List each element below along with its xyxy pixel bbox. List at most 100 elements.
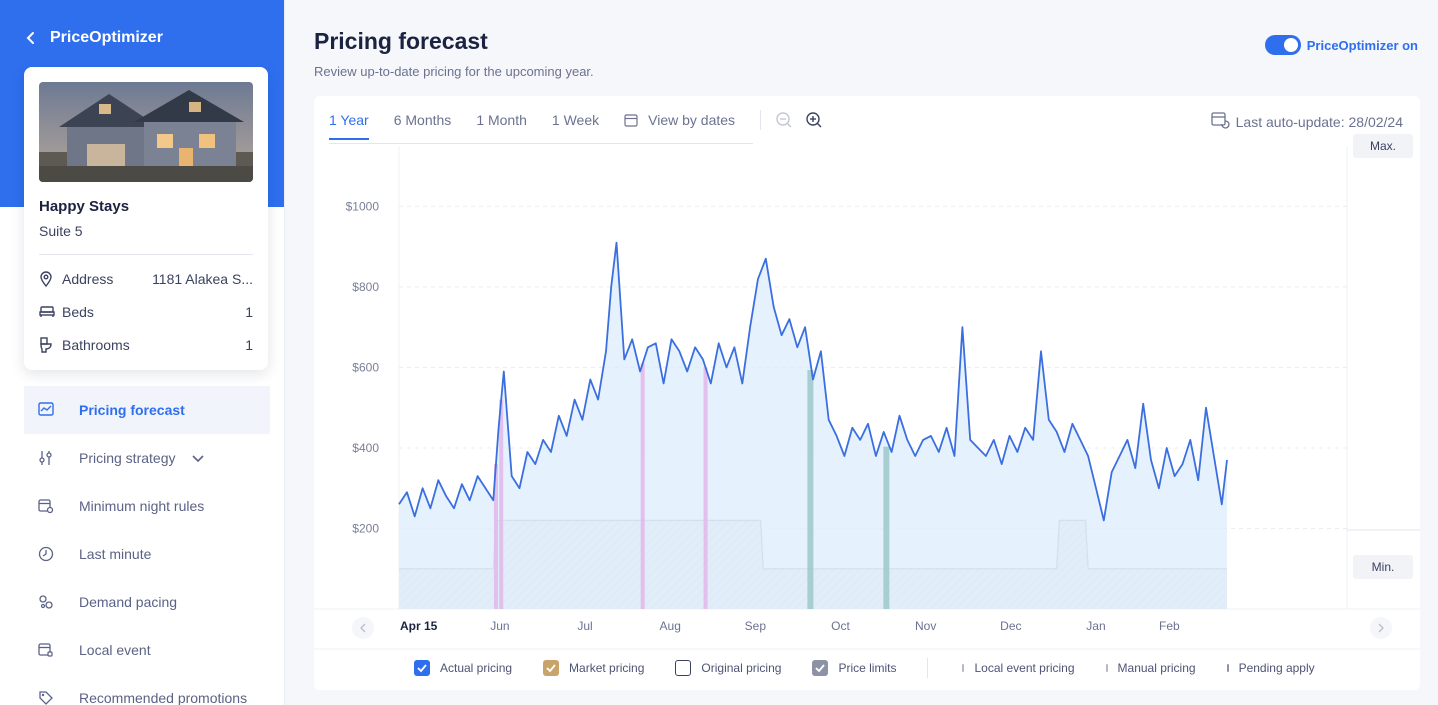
sidebar-item-label: Local event bbox=[79, 642, 151, 658]
x-tick-label: Feb bbox=[1159, 619, 1180, 633]
checkbox-checked-icon[interactable] bbox=[414, 660, 430, 676]
x-tick-label: Nov bbox=[915, 619, 936, 633]
sidebar-item-local-event[interactable]: Local event bbox=[24, 626, 270, 674]
y-tick-label: $200 bbox=[352, 521, 379, 535]
scroll-left-button[interactable] bbox=[352, 617, 374, 639]
chart-legend: Actual pricing Market pricing Original p… bbox=[414, 658, 1346, 678]
calendar-event-icon bbox=[38, 642, 54, 658]
page-subtitle: Review up-to-date pricing for the upcomi… bbox=[314, 64, 594, 79]
property-name: Happy Stays bbox=[39, 198, 130, 215]
property-photo bbox=[39, 82, 253, 182]
legend-label: Original pricing bbox=[701, 661, 782, 675]
checkbox-checked-icon[interactable] bbox=[543, 660, 560, 676]
forecast-panel: $200 $400 $600 $800 $1000 Apr 15 Jun Jul Aug Sep… bbox=[314, 96, 1420, 690]
location-pin-icon bbox=[39, 271, 55, 287]
legend-label: Price limits bbox=[838, 661, 897, 675]
y-tick-label: $600 bbox=[352, 360, 379, 374]
zoom-in-icon[interactable] bbox=[805, 111, 823, 129]
tab-1-month[interactable]: 1 Month bbox=[476, 112, 527, 128]
calendar-icon bbox=[624, 113, 638, 127]
sidebar-item-minimum-night-rules[interactable]: Minimum night rules bbox=[24, 482, 270, 530]
tab-1-year[interactable]: 1 Year bbox=[329, 112, 369, 140]
min-button[interactable]: Min. bbox=[1353, 555, 1413, 579]
toolbar-divider bbox=[760, 110, 762, 130]
x-tick-label: Jun bbox=[490, 619, 509, 633]
legend-label: Actual pricing bbox=[440, 661, 513, 675]
legend-manual-pricing: Manual pricing bbox=[1105, 661, 1196, 675]
divider bbox=[39, 254, 253, 255]
address-label: Address bbox=[62, 271, 114, 287]
x-tick-label: Aug bbox=[660, 619, 681, 633]
calendar-sync-icon bbox=[1210, 110, 1230, 133]
sidebar-item-label: Pricing forecast bbox=[79, 402, 185, 418]
legend-local-event-pricing: Local event pricing bbox=[962, 661, 1075, 675]
chevron-left-icon bbox=[360, 623, 366, 633]
range-tabs: 1 Year 6 Months 1 Month 1 Week View by d… bbox=[329, 110, 835, 142]
pricing-chart[interactable]: $200 $400 $600 $800 $1000 Apr 15 Jun Jul Aug Sep… bbox=[314, 96, 1420, 690]
beds-label: Beds bbox=[62, 304, 94, 320]
sidebar-item-demand-pacing[interactable]: Demand pacing bbox=[24, 578, 270, 626]
back-link[interactable]: PriceOptimizer bbox=[26, 29, 163, 47]
tab-1-week[interactable]: 1 Week bbox=[551, 112, 600, 128]
legend-label: Manual pricing bbox=[1117, 661, 1196, 675]
checkbox-unchecked-icon[interactable] bbox=[675, 660, 692, 676]
address-value: 1181 Alakea S... bbox=[152, 271, 253, 287]
toilet-icon bbox=[39, 337, 55, 353]
local-event-bar bbox=[640, 363, 645, 609]
legend-label: Local event pricing bbox=[974, 661, 1075, 675]
y-tick-label: $800 bbox=[352, 280, 379, 294]
sidebar-nav: Pricing forecast Pricing strategy Minimu… bbox=[24, 386, 270, 705]
sidebar-item-pricing-forecast[interactable]: Pricing forecast bbox=[24, 386, 270, 434]
toggle-label: PriceOptimizer on bbox=[1306, 37, 1418, 53]
x-tick-label: Dec bbox=[1000, 619, 1021, 633]
tab-6-months[interactable]: 6 Months bbox=[393, 112, 452, 128]
view-by-dates-label: View by dates bbox=[648, 112, 736, 128]
priceoptimizer-toggle[interactable]: PriceOptimizer on bbox=[1264, 35, 1418, 55]
toggle-switch[interactable] bbox=[1264, 35, 1301, 55]
legend-label: Pending apply bbox=[1238, 661, 1315, 675]
property-unit: Suite 5 bbox=[39, 223, 83, 239]
x-tick-label: Sep bbox=[745, 619, 767, 633]
zoom-out-icon[interactable] bbox=[775, 111, 793, 129]
sidebar-item-pricing-strategy[interactable]: Pricing strategy bbox=[24, 434, 270, 482]
local-event-bar bbox=[499, 399, 504, 609]
legend-actual-pricing[interactable]: Actual pricing bbox=[414, 660, 512, 676]
legend-pending-apply: Pending apply bbox=[1226, 661, 1315, 675]
sidebar-item-label: Minimum night rules bbox=[79, 498, 205, 514]
max-button[interactable]: Max. bbox=[1353, 134, 1413, 158]
pending-marker-icon bbox=[1226, 664, 1229, 672]
sidebar-item-label: Last minute bbox=[79, 546, 152, 562]
checkbox-checked-icon[interactable] bbox=[812, 660, 829, 676]
view-by-dates-button[interactable]: View by dates bbox=[624, 112, 735, 140]
sidebar: PriceOptimizer bbox=[0, 0, 285, 705]
bed-icon bbox=[39, 304, 55, 320]
bathrooms-value: 1 bbox=[245, 337, 253, 353]
beds-value: 1 bbox=[245, 304, 253, 320]
local-event-marker-icon bbox=[962, 664, 965, 672]
chevron-left-icon bbox=[26, 29, 40, 47]
y-tick-label: $1000 bbox=[346, 199, 380, 213]
tabs-underline bbox=[329, 143, 753, 144]
beds-row: Beds 1 bbox=[39, 302, 253, 322]
x-tick-label: Oct bbox=[831, 619, 850, 633]
manual-pricing-bar bbox=[807, 370, 814, 609]
legend-market-pricing[interactable]: Market pricing bbox=[543, 660, 644, 676]
address-row: Address 1181 Alakea S... bbox=[39, 269, 253, 289]
page-title: Pricing forecast bbox=[314, 28, 488, 54]
scroll-right-button[interactable] bbox=[1370, 617, 1392, 639]
bathrooms-label: Bathrooms bbox=[62, 337, 130, 353]
clock-icon bbox=[38, 546, 54, 562]
chevron-down-icon[interactable] bbox=[191, 451, 205, 465]
sidebar-item-label: Demand pacing bbox=[79, 594, 178, 610]
sliders-icon bbox=[38, 450, 54, 466]
legend-original-pricing[interactable]: Original pricing bbox=[675, 660, 781, 676]
legend-price-limits[interactable]: Price limits bbox=[812, 660, 896, 676]
bathrooms-row: Bathrooms 1 bbox=[39, 335, 253, 355]
sidebar-item-label: Recommended promotions bbox=[79, 690, 248, 705]
calendar-gear-icon bbox=[38, 498, 54, 514]
gears-icon bbox=[38, 594, 54, 610]
last-update-text: Last auto-update: 28/02/24 bbox=[1235, 113, 1403, 130]
sidebar-item-last-minute[interactable]: Last minute bbox=[24, 530, 270, 578]
manual-pricing-bar bbox=[883, 446, 890, 609]
sidebar-item-recommended-promotions[interactable]: Recommended promotions bbox=[24, 674, 270, 705]
